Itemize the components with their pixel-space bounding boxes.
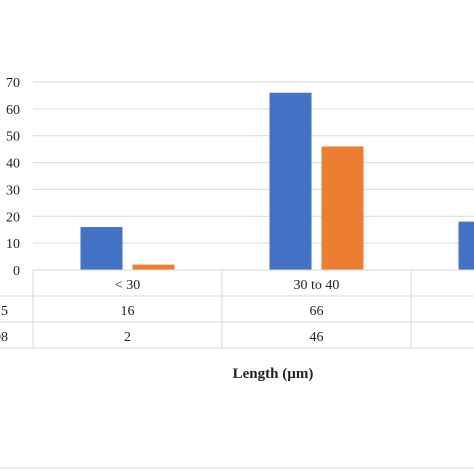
data-table: < 30 30 to 40 5 16 66 0.08 2 46 [0, 269, 474, 349]
row-header-label: 5 [1, 304, 8, 319]
row-header-label: 0.08 [0, 330, 8, 345]
bar [458, 221, 474, 270]
y-tick-label: 20 [6, 210, 20, 225]
y-tick-label: 50 [6, 130, 20, 145]
category-label: < 30 [115, 278, 140, 293]
bar [321, 146, 364, 270]
table-cell-value: 2 [124, 330, 131, 345]
y-tick-label: 40 [6, 157, 20, 172]
category-label: 30 to 40 [294, 278, 340, 293]
bar [80, 227, 123, 270]
y-tick-label: 70 [6, 76, 20, 91]
bar [132, 264, 175, 270]
y-tick-label: 30 [6, 183, 20, 198]
x-axis-title: Length (µm) [233, 366, 314, 382]
table-cell-value: 46 [310, 330, 324, 345]
gridlines [33, 81, 474, 244]
y-tick-label: 60 [6, 103, 20, 118]
bars [80, 92, 474, 270]
bar [269, 92, 312, 270]
y-tick-label: 0 [13, 264, 20, 279]
table-cell-value: 66 [310, 304, 324, 319]
y-tick-label: 10 [6, 237, 20, 252]
table-cell-value: 16 [121, 304, 135, 319]
y-axis-ticks: 0 10 20 30 40 50 60 70 [6, 76, 20, 279]
